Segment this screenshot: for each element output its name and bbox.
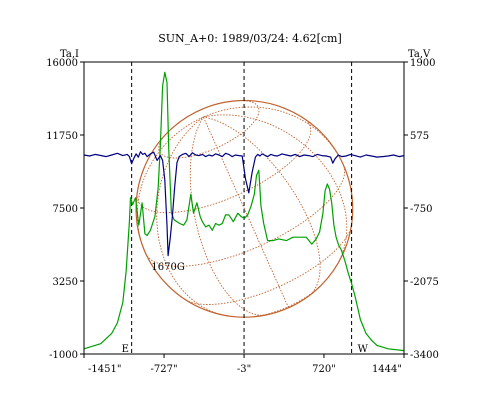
meridian-line (203, 114, 348, 268)
right-tick-label: -750 (410, 204, 432, 215)
right-tick-label: -2075 (410, 277, 439, 288)
meridian-line (189, 116, 265, 316)
meridian-line (156, 116, 228, 317)
left-tick-label: -1000 (49, 350, 78, 361)
parallel-line (136, 118, 312, 214)
right-axis-ticks: -3400 -2075 -750 575 1900 (404, 58, 439, 361)
parallel-line (145, 164, 346, 267)
meridian-line (203, 116, 321, 296)
x-axis-ticks: -1451" -727" -3" 720" 1444" (83, 354, 405, 375)
right-tick-label: 575 (410, 131, 429, 142)
chart-title: SUN_A+0: 1989/03/24: 4.62[cm] (158, 32, 342, 45)
left-tick-label: 11750 (46, 131, 78, 142)
right-axis-label: Ta,V (408, 49, 431, 60)
x-tick-label: 720" (312, 364, 336, 375)
x-tick-label: -727" (150, 364, 177, 375)
left-tick-label: 3250 (53, 277, 78, 288)
right-tick-label: 1900 (410, 58, 435, 69)
meridian-line (136, 116, 204, 254)
limb-marker-label: W (358, 344, 369, 355)
parallel-line (250, 285, 322, 318)
x-tick-label: -3" (237, 364, 251, 375)
limb-marker-label: E (122, 344, 129, 355)
left-tick-label: 7500 (53, 204, 78, 215)
intensity-series-line (83, 71, 405, 352)
annotations: 1670G (151, 262, 184, 273)
left-tick-label: 16000 (46, 58, 78, 69)
meridian-line (202, 116, 289, 308)
parallel-line (185, 225, 352, 305)
left-axis-label: Ta,I (60, 49, 79, 60)
x-tick-label: 1444" (372, 364, 402, 375)
polarization-series-line (83, 151, 405, 257)
left-axis-ticks: -1000 3250 7500 11750 16000 (46, 58, 84, 361)
series-lines (83, 71, 405, 352)
meridian-line (203, 106, 344, 165)
right-tick-label: -3400 (410, 350, 439, 361)
x-tick-label: -1451" (88, 364, 121, 375)
annotation-label: 1670G (151, 262, 184, 273)
